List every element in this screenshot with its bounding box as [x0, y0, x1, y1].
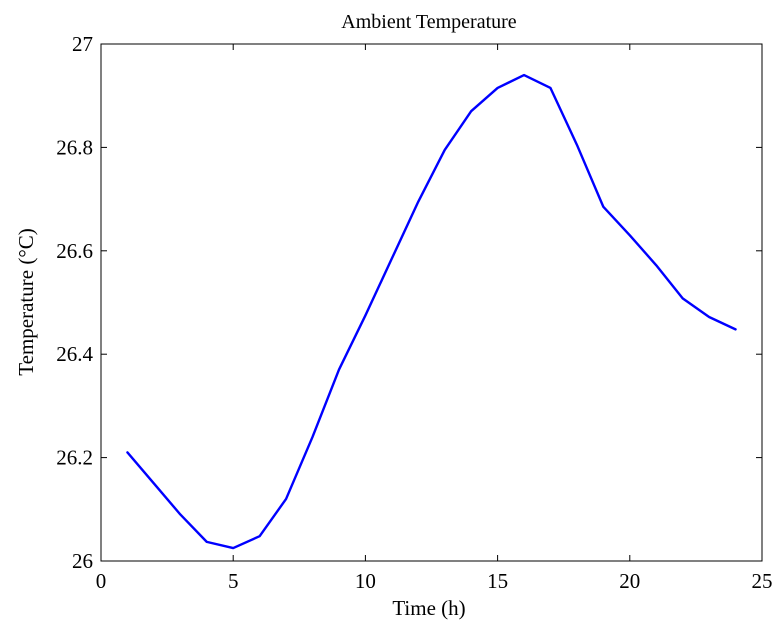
- y-tick-label: 26.2: [56, 446, 93, 470]
- data-point: [549, 87, 551, 89]
- data-point: [179, 513, 181, 515]
- data-point: [311, 436, 313, 438]
- data-point: [232, 547, 234, 549]
- data-point: [576, 144, 578, 146]
- y-tick-label: 26.6: [56, 239, 93, 263]
- series-line: [126, 73, 737, 550]
- data-point: [285, 498, 287, 500]
- data-point: [470, 110, 472, 112]
- axes-frame: [100, 43, 763, 562]
- series-layer: [126, 73, 737, 550]
- data-point: [629, 234, 631, 236]
- data-point: [364, 314, 366, 316]
- y-tick-label: 26.8: [56, 135, 93, 159]
- x-tick-label: 20: [619, 569, 640, 593]
- data-point: [734, 328, 736, 330]
- y-tick-labels: 26 26.2 26.4 26.6 26.8 27: [56, 32, 93, 573]
- data-point: [391, 257, 393, 259]
- data-point: [153, 482, 155, 484]
- data-point: [206, 541, 208, 543]
- data-point: [496, 87, 498, 89]
- chart-title: Ambient Temperature: [341, 11, 517, 33]
- data-point: [444, 149, 446, 151]
- data-point: [258, 535, 260, 537]
- data-point: [417, 200, 419, 202]
- x-tick-label: 0: [96, 569, 107, 593]
- y-tick-label: 26: [72, 549, 93, 573]
- x-tick-labels: 0 5 10 15 20 25: [96, 569, 773, 593]
- data-point: [126, 451, 128, 453]
- data-point: [655, 264, 657, 266]
- y-axis-title: Temperature (°C): [14, 228, 38, 375]
- x-tick-label: 10: [355, 569, 376, 593]
- plot-area-border: [100, 43, 763, 562]
- data-point: [338, 369, 340, 371]
- data-point: [523, 74, 525, 76]
- y-tick-label: 26.4: [56, 342, 93, 366]
- data-point: [602, 206, 604, 208]
- x-tick-label: 5: [228, 569, 239, 593]
- ticks: [100, 43, 763, 562]
- x-axis-title: Time (h): [392, 596, 465, 620]
- x-tick-label: 15: [487, 569, 508, 593]
- data-point: [681, 297, 683, 299]
- x-tick-label: 25: [752, 569, 773, 593]
- y-tick-label: 27: [72, 32, 93, 56]
- data-point: [708, 316, 710, 318]
